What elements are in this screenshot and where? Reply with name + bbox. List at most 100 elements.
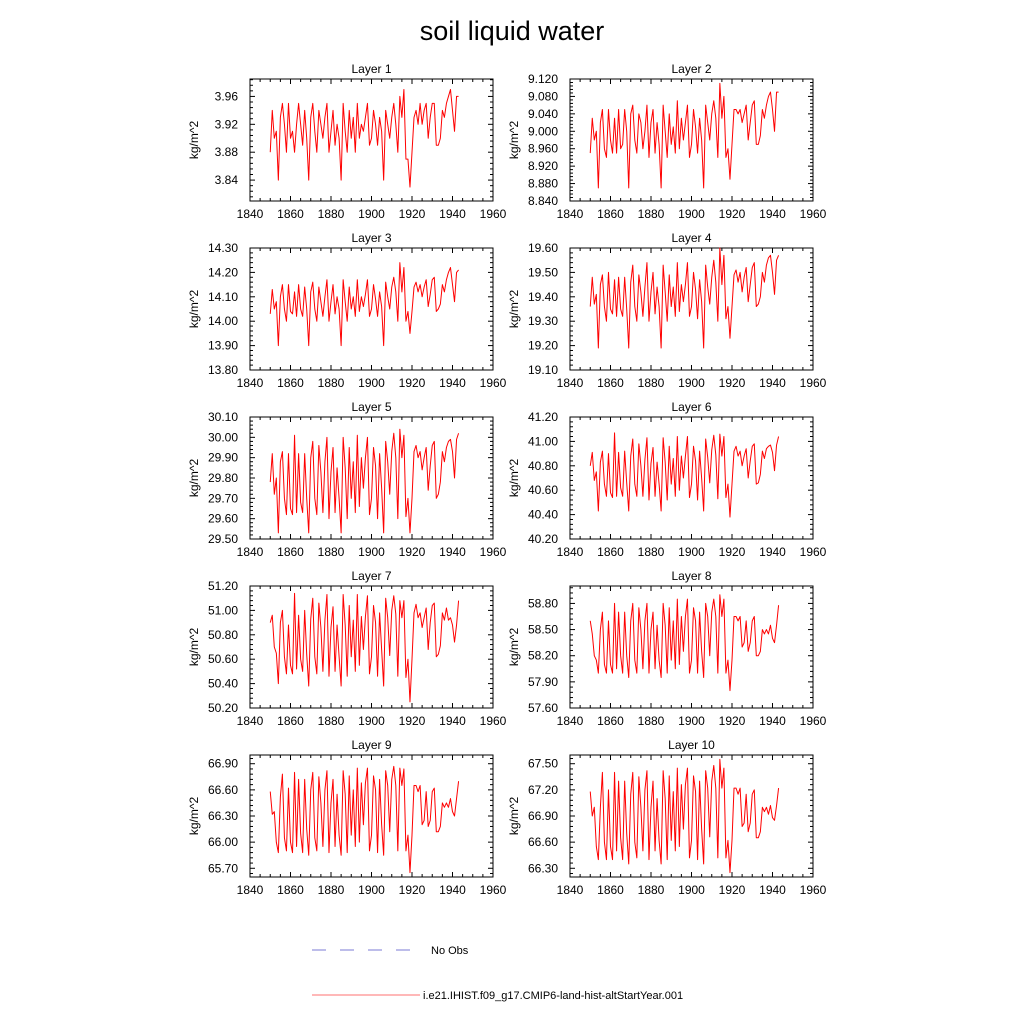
x-tick-label: 1880 — [638, 545, 665, 559]
series-line-layer-6 — [589, 432, 780, 518]
y-tick-label: 66.60 — [208, 783, 238, 797]
plot-frame — [249, 416, 494, 540]
panel-layer-8: Layer 8 1840 1860 1880 1900 1920 1940 1960 57.60… — [507, 569, 827, 728]
y-tick-label: 3.84 — [215, 173, 239, 187]
y-tick-label: 13.80 — [208, 363, 238, 377]
series-line-layer-9 — [269, 765, 460, 874]
legend-entry-model: i.e21.IHIST.f09_g17.CMIP6-land-hist-altS… — [312, 990, 683, 1002]
y-axis-label: kg/m^2 — [507, 459, 521, 498]
x-tick-label: 1960 — [800, 883, 827, 897]
y-tick-label: 3.88 — [215, 145, 239, 159]
x-tick-label: 1900 — [358, 714, 385, 728]
x-tick-label: 1920 — [719, 883, 746, 897]
panel-title-layer-9: Layer 9 — [351, 738, 391, 752]
x-tick-label: 1960 — [480, 376, 507, 390]
series-line-layer-3 — [269, 262, 459, 347]
panel-layer-10: Layer 10 1840 1860 1880 1900 1920 1940 1960 66.3… — [507, 738, 827, 897]
y-tick-label: 40.20 — [528, 532, 558, 546]
panel-title-layer-6: Layer 6 — [671, 400, 711, 414]
x-tick-label: 1960 — [480, 207, 507, 221]
legend-entry-no-obs: No Obs — [312, 945, 469, 957]
y-tick-label: 9.040 — [528, 107, 558, 121]
y-tick-label: 14.10 — [208, 290, 238, 304]
y-tick-label: 19.10 — [528, 363, 558, 377]
y-tick-label: 66.60 — [528, 835, 558, 849]
y-tick-label: 30.10 — [208, 410, 238, 424]
y-tick-label: 58.20 — [528, 649, 558, 663]
legend-label-model: i.e21.IHIST.f09_g17.CMIP6-land-hist-altS… — [423, 990, 683, 1002]
x-tick-label: 1900 — [358, 376, 385, 390]
x-tick-label: 1920 — [399, 714, 426, 728]
y-tick-label: 29.80 — [208, 471, 238, 485]
y-tick-label: 29.50 — [208, 532, 238, 546]
x-tick-label: 1900 — [358, 545, 385, 559]
x-tick-label: 1920 — [399, 883, 426, 897]
panel-title-layer-4: Layer 4 — [671, 231, 711, 245]
x-tick-label: 1840 — [237, 883, 264, 897]
x-tick-label: 1840 — [237, 545, 264, 559]
y-tick-label: 66.30 — [208, 809, 238, 823]
x-tick-label: 1920 — [719, 714, 746, 728]
x-tick-label: 1880 — [638, 207, 665, 221]
panels: Layer 1 1840 1860 1880 1900 1920 1940 1960 3.84 3… — [187, 62, 827, 897]
y-tick-label: 66.30 — [528, 861, 558, 875]
x-tick-label: 1900 — [678, 376, 705, 390]
y-tick-label: 29.60 — [208, 512, 238, 526]
x-tick-label: 1940 — [439, 207, 466, 221]
y-tick-label: 51.20 — [208, 579, 238, 593]
x-tick-label: 1860 — [597, 714, 624, 728]
y-tick-label: 58.80 — [528, 596, 558, 610]
y-axis-label: kg/m^2 — [507, 290, 521, 329]
panel-title-layer-2: Layer 2 — [671, 62, 711, 76]
x-tick-label: 1860 — [277, 545, 304, 559]
x-tick-label: 1960 — [800, 714, 827, 728]
y-tick-label: 65.70 — [208, 861, 238, 875]
y-tick-label: 51.00 — [208, 603, 238, 617]
x-tick-label: 1940 — [439, 714, 466, 728]
x-tick-label: 1860 — [277, 207, 304, 221]
series-line-layer-10 — [589, 758, 780, 874]
x-tick-label: 1940 — [439, 545, 466, 559]
x-tick-label: 1900 — [358, 207, 385, 221]
x-tick-label: 1860 — [597, 376, 624, 390]
y-tick-label: 3.92 — [215, 117, 239, 131]
x-tick-label: 1860 — [277, 883, 304, 897]
y-tick-label: 40.40 — [528, 508, 558, 522]
series-line-layer-2 — [589, 82, 779, 189]
y-tick-label: 66.90 — [528, 809, 558, 823]
panel-layer-4: Layer 4 1840 1860 1880 1900 1920 1940 1960 19.10… — [507, 231, 827, 390]
y-tick-label: 40.60 — [528, 483, 558, 497]
x-tick-label: 1900 — [678, 714, 705, 728]
panel-layer-6: Layer 6 1840 1860 1880 1900 1920 1940 1960 40.20… — [507, 400, 827, 559]
x-tick-label: 1840 — [237, 207, 264, 221]
x-tick-label: 1880 — [638, 714, 665, 728]
x-tick-label: 1940 — [439, 376, 466, 390]
y-tick-label: 9.000 — [528, 124, 558, 138]
x-tick-label: 1880 — [638, 376, 665, 390]
x-tick-label: 1840 — [557, 714, 584, 728]
x-tick-label: 1920 — [719, 376, 746, 390]
x-tick-label: 1960 — [480, 883, 507, 897]
x-tick-label: 1900 — [678, 545, 705, 559]
x-tick-label: 1840 — [557, 376, 584, 390]
x-tick-label: 1960 — [480, 545, 507, 559]
panel-layer-1: Layer 1 1840 1860 1880 1900 1920 1940 1960 3.84 3… — [187, 62, 507, 221]
panel-title-layer-1: Layer 1 — [351, 62, 391, 76]
x-tick-label: 1920 — [399, 207, 426, 221]
legend: No Obs i.e21.IHIST.f09_g17.CMIP6-land-hi… — [312, 945, 683, 1002]
x-tick-label: 1860 — [597, 545, 624, 559]
series-line-layer-8 — [589, 594, 780, 692]
y-axis-label: kg/m^2 — [187, 459, 201, 498]
panel-title-layer-3: Layer 3 — [351, 231, 391, 245]
series-line-layer-1 — [269, 88, 459, 188]
x-tick-label: 1840 — [237, 714, 264, 728]
y-tick-label: 67.20 — [528, 783, 558, 797]
panel-layer-7: Layer 7 1840 1860 1880 1900 1920 1940 1960 50.20… — [187, 569, 507, 728]
x-tick-label: 1840 — [237, 376, 264, 390]
y-tick-label: 14.30 — [208, 241, 238, 255]
y-tick-label: 57.90 — [528, 675, 558, 689]
y-axis-label: kg/m^2 — [187, 290, 201, 329]
y-axis-label: kg/m^2 — [507, 797, 521, 836]
y-tick-label: 8.840 — [528, 194, 558, 208]
y-tick-label: 3.96 — [215, 89, 239, 103]
